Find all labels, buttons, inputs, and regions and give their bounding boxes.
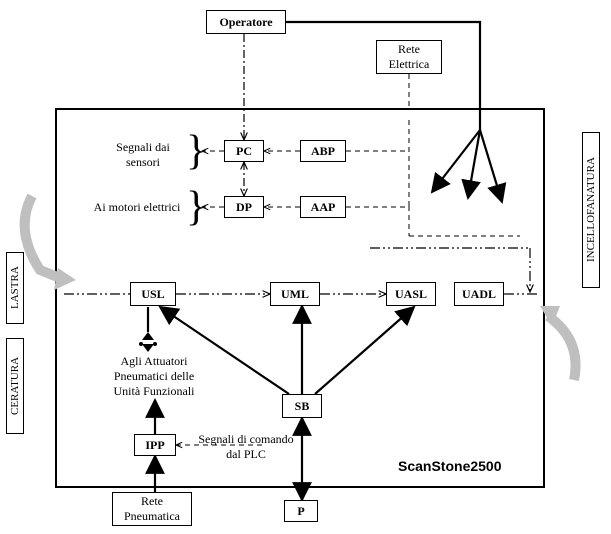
box-aap: AAP [300, 196, 346, 218]
box-uasl: UASL [386, 282, 436, 306]
box-abp: ABP [300, 140, 346, 162]
diagram-title: ScanStone2500 [398, 458, 502, 474]
box-p: P [284, 500, 318, 522]
box-uml: UML [270, 282, 320, 306]
label-segnali-sensori: Segnali dai sensori [102, 140, 184, 170]
brace-sensori: } [186, 130, 206, 172]
box-rete-elettrica: Rete Elettrica [376, 40, 442, 74]
label-attuatori: Agli Attuatori Pneumatici delle Unità Fu… [98, 354, 210, 399]
box-rete-pneumatica: Rete Pneumatica [112, 492, 192, 526]
side-ceratura: CERATURA [6, 338, 24, 434]
box-usl: USL [130, 282, 176, 306]
label-motori: Ai motori elettrici [82, 200, 192, 215]
box-dp: DP [224, 196, 264, 218]
box-operatore: Operatore [206, 10, 286, 34]
side-lastra: LASTRA [6, 252, 24, 324]
side-incello: INCELLOFANATURA [582, 132, 600, 288]
box-sb: SB [282, 394, 322, 418]
box-pc: PC [224, 140, 264, 162]
box-uadl: UADL [454, 282, 504, 306]
label-segnali-plc: Segnali di comando dal PLC [186, 432, 306, 462]
box-ipp: IPP [134, 434, 176, 456]
